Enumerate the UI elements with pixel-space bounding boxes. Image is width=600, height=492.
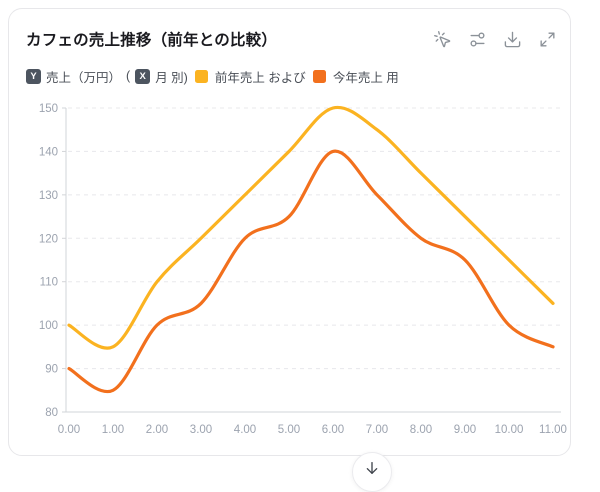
chart-toolbar bbox=[431, 28, 558, 50]
pointer-mode-button[interactable] bbox=[431, 28, 453, 50]
download-icon bbox=[504, 31, 520, 47]
legend-swatch-previous-year bbox=[194, 69, 208, 83]
previous-year-line bbox=[67, 105, 555, 350]
y-tick-label: 140 bbox=[39, 146, 58, 158]
x-tick-label: 10.00 bbox=[495, 424, 524, 436]
paren-open: ( bbox=[126, 69, 131, 83]
legend-label-current-year: 今年売上 用 bbox=[332, 70, 399, 85]
mouse-pointer-click-icon bbox=[433, 30, 450, 47]
download-button[interactable] bbox=[501, 28, 523, 50]
line-chart[interactable]: 80 90 100 110 120 130 140 150 0.00 1.00 2.00 3.00 4.… bbox=[9, 9, 572, 456]
current-year-line bbox=[67, 149, 555, 394]
card-header: カフェの売上推移（前年との比較） bbox=[26, 27, 558, 51]
y-tick-label: 100 bbox=[39, 320, 58, 332]
y-tick-label: 80 bbox=[45, 407, 58, 419]
y-tick-label: 110 bbox=[40, 277, 58, 289]
y-tick-label: 90 bbox=[45, 364, 58, 376]
y-tick-label: 150 bbox=[39, 103, 58, 115]
legend-label-previous-year: 前年売上 および bbox=[214, 70, 306, 85]
chart-legend: Y 売上（万円） ( X 月 別) 前年売上 および 今年売上 用 bbox=[26, 67, 399, 85]
x-tick-label: 6.00 bbox=[322, 424, 344, 436]
x-tick-label: 2.00 bbox=[146, 424, 168, 436]
y-tick-label: 130 bbox=[39, 190, 58, 202]
arrow-down-icon bbox=[366, 462, 378, 474]
scroll-to-bottom-button[interactable] bbox=[352, 452, 392, 492]
x-axis-label: 月 別) bbox=[155, 70, 188, 85]
chart-settings-button[interactable] bbox=[466, 28, 488, 50]
x-tick-label: 3.00 bbox=[190, 424, 212, 436]
chart-card: カフェの売上推移（前年との比較） bbox=[8, 8, 571, 456]
x-axis-badge: X bbox=[135, 68, 151, 84]
x-tick-label: 4.00 bbox=[234, 424, 256, 436]
x-tick-label: 7.00 bbox=[366, 424, 388, 436]
sliders-icon bbox=[469, 31, 485, 47]
y-axis-label: 売上（万円） bbox=[46, 70, 122, 85]
expand-button[interactable] bbox=[536, 28, 558, 50]
x-tick-label: 11.00 bbox=[539, 424, 567, 436]
chart-title: カフェの売上推移（前年との比較） bbox=[26, 32, 278, 49]
x-tick-label: 8.00 bbox=[410, 424, 432, 436]
x-tick-label: 0.00 bbox=[58, 424, 80, 436]
x-tick-label: 5.00 bbox=[278, 424, 300, 436]
expand-icon bbox=[539, 31, 555, 47]
y-axis-badge: Y bbox=[26, 68, 41, 84]
y-tick-label: 120 bbox=[39, 233, 58, 245]
x-tick-label: 9.00 bbox=[454, 424, 476, 436]
legend-swatch-current-year bbox=[312, 69, 326, 83]
x-tick-label: 1.00 bbox=[102, 424, 124, 436]
